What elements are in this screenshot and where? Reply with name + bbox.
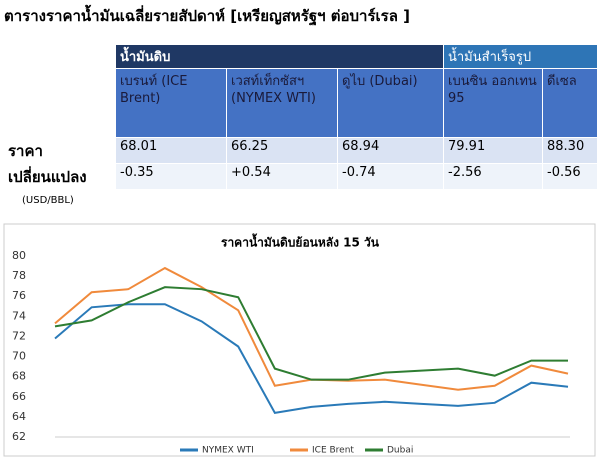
cell: -0.56 [542,163,598,190]
cell: +0.54 [226,163,338,190]
chart-frame [3,223,596,457]
series-line [54,303,569,414]
y-tick-label: 76 [12,289,26,302]
row-label: ราคา [8,141,43,160]
y-tick-label: 68 [12,370,26,383]
legend-label: Dubai [387,446,413,456]
cell: -0.35 [115,163,227,190]
legend-label: ICE Brent [312,446,354,456]
y-tick-label: 66 [12,390,26,403]
series-line [54,286,568,381]
cell: 79.91 [443,137,543,164]
row-label: เปลี่ยนแปลง [8,167,87,186]
y-tick-label: 64 [12,410,26,423]
page-title: ตารางราคาน้ำมันเฉลี่ยรายสัปดาห์ [เหรียญส… [4,7,410,25]
cell: 88.30 [542,137,598,164]
cell: -0.74 [337,163,444,190]
y-tick-label: 78 [12,269,26,282]
unit-label: (USD/BBL) [22,195,74,206]
column-header: เบนซิน ออกเทน 95 [443,68,543,138]
cell: 68.94 [337,137,444,164]
column-header: เบรนท์ (ICE Brent) [115,68,227,138]
y-tick-label: 74 [12,309,26,322]
y-tick-label: 72 [12,329,26,342]
y-tick-label: 70 [12,350,26,363]
legend-label: NYMEX WTI [202,446,254,456]
y-tick-label: 80 [12,249,26,262]
y-tick-label: 62 [12,430,26,443]
series-line [54,266,569,391]
chart-title: ราคาน้ำมันดิบย้อนหลัง 15 วัน [221,233,380,250]
column-header: ดีเซล [542,68,598,138]
column-header: เวสท์เท็กซัสฯ (NYMEX WTI) [226,68,338,138]
price-table: น้ำมันดิบ น้ำมันสำเร็จรูป เบรนท์ (ICE Br… [4,44,598,190]
cell: 68.01 [115,137,227,164]
group-header: น้ำมันสำเร็จรูป [443,44,598,69]
